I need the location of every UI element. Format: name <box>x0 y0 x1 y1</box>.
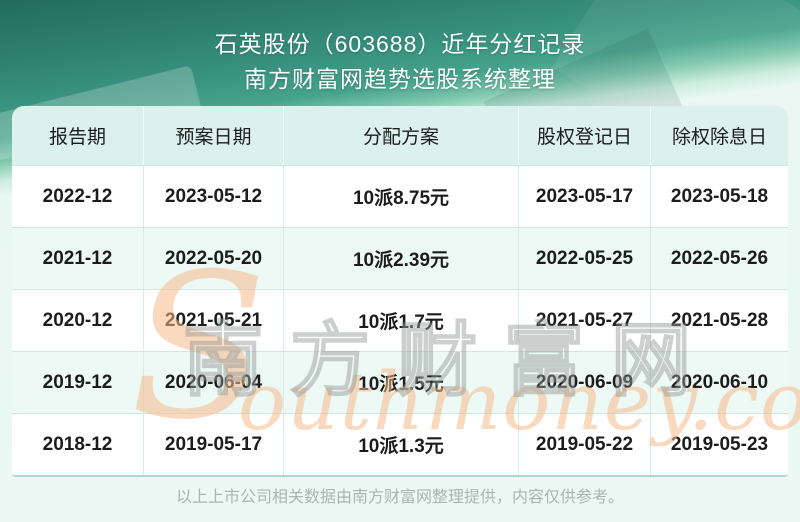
cell-ex-dividend-date: 2023-05-18 <box>650 165 788 227</box>
cell-ex-dividend-date: 2019-05-23 <box>650 413 788 475</box>
table-row: 2021-12 2022-05-20 10派2.39元 2022-05-25 2… <box>12 227 788 289</box>
column-header-record-date: 股权登记日 <box>518 106 650 165</box>
cell-plan-date: 2022-05-20 <box>143 227 283 289</box>
cell-report-period: 2019-12 <box>12 351 143 413</box>
cell-plan-date: 2021-05-21 <box>143 289 283 351</box>
table-row: 2022-12 2023-05-12 10派8.75元 2023-05-17 2… <box>12 165 788 227</box>
column-header-ex-dividend-date: 除权除息日 <box>650 106 788 165</box>
cell-ex-dividend-date: 2021-05-28 <box>650 289 788 351</box>
cell-record-date: 2021-05-27 <box>518 289 650 351</box>
column-header-plan-date: 预案日期 <box>143 106 283 165</box>
cell-distribution-plan: 10派1.3元 <box>283 413 518 475</box>
table-row: 2019-12 2020-06-04 10派1.5元 2020-06-09 20… <box>12 351 788 413</box>
table-row: 2018-12 2019-05-17 10派1.3元 2019-05-22 20… <box>12 413 788 475</box>
cell-distribution-plan: 10派1.7元 <box>283 289 518 351</box>
hero-banner: 石英股份（603688）近年分红记录 南方财富网趋势选股系统整理 <box>0 0 800 100</box>
table-row: 2020-12 2021-05-21 10派1.7元 2021-05-27 20… <box>12 289 788 351</box>
disclaimer-note: 以上上市公司相关数据由南方财富网整理提供，内容仅供参考。 <box>175 489 624 506</box>
cell-report-period: 2022-12 <box>12 165 143 227</box>
cell-record-date: 2022-05-25 <box>518 227 650 289</box>
cell-distribution-plan: 10派1.5元 <box>283 351 518 413</box>
page-title: 石英股份（603688）近年分红记录 <box>214 31 586 57</box>
cell-ex-dividend-date: 2020-06-10 <box>650 351 788 413</box>
table-header-row: 报告期 预案日期 分配方案 股权登记日 除权除息日 <box>12 106 788 165</box>
cell-record-date: 2020-06-09 <box>518 351 650 413</box>
cell-distribution-plan: 10派2.39元 <box>283 227 518 289</box>
cell-ex-dividend-date: 2022-05-26 <box>650 227 788 289</box>
cell-record-date: 2019-05-22 <box>518 413 650 475</box>
cell-plan-date: 2020-06-04 <box>143 351 283 413</box>
column-header-distribution-plan: 分配方案 <box>283 106 518 165</box>
cell-report-period: 2020-12 <box>12 289 143 351</box>
cell-report-period: 2018-12 <box>12 413 143 475</box>
table-header: 报告期 预案日期 分配方案 股权登记日 除权除息日 <box>12 106 788 165</box>
table-body: 2022-12 2023-05-12 10派8.75元 2023-05-17 2… <box>12 165 788 475</box>
page-subtitle: 南方财富网趋势选股系统整理 <box>244 66 556 92</box>
cell-plan-date: 2023-05-12 <box>143 165 283 227</box>
cell-plan-date: 2019-05-17 <box>143 413 283 475</box>
column-header-report-period: 报告期 <box>12 106 143 165</box>
cell-distribution-plan: 10派8.75元 <box>283 165 518 227</box>
cell-record-date: 2023-05-17 <box>518 165 650 227</box>
dividend-table: 报告期 预案日期 分配方案 股权登记日 除权除息日 2022-12 2023-0… <box>12 106 788 477</box>
cell-report-period: 2021-12 <box>12 227 143 289</box>
